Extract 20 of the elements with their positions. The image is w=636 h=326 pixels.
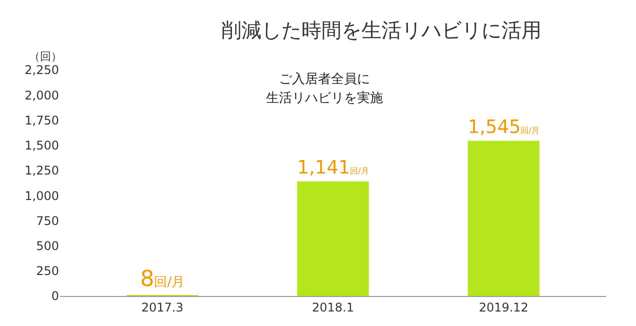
y-tick-label: 1,000 <box>24 188 59 203</box>
x-tick-label: 2019.12 <box>478 300 528 314</box>
x-tick-label: 2018.1 <box>312 300 354 314</box>
y-tick-label: 2,000 <box>24 88 59 102</box>
data-label: 8回/月 <box>140 267 185 292</box>
y-tick-label: 500 <box>36 238 59 253</box>
y-tick-label: 2,250 <box>24 63 59 78</box>
annotation: 生活リハビリを実施 <box>266 90 383 106</box>
y-axis-title: （回） <box>29 50 62 63</box>
y-tick-label: 250 <box>36 264 59 278</box>
bar <box>468 140 540 296</box>
chart-title: 削減した時間を生活リハビリに活用 <box>222 18 542 42</box>
y-tick-label: 1,500 <box>24 138 59 153</box>
y-tick-label: 0 <box>51 289 59 304</box>
annotation: ご入居者全員に <box>279 72 370 87</box>
bar <box>297 181 369 296</box>
y-tick-label: 750 <box>36 214 59 228</box>
y-tick-label: 1,250 <box>24 164 59 178</box>
x-tick-label: 2017.3 <box>141 300 184 314</box>
y-tick-label: 1,750 <box>24 113 59 128</box>
